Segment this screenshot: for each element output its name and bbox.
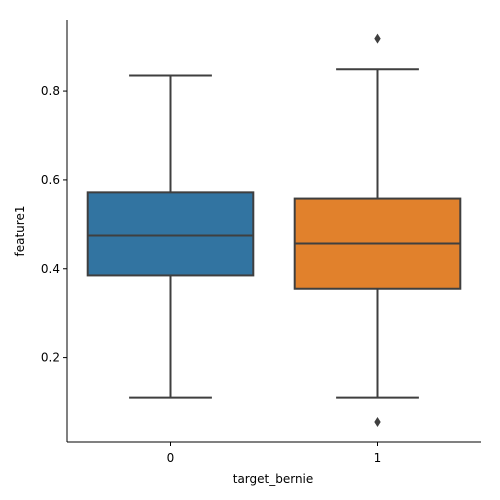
iqr-box xyxy=(86,191,255,277)
outlier-point xyxy=(374,33,381,44)
y-tick-label: 0.4 xyxy=(41,262,60,276)
y-tick-label: 0.6 xyxy=(41,173,60,187)
y-tick-label: 0.2 xyxy=(41,351,60,365)
x-tick-label: 0 xyxy=(167,451,175,465)
outlier-point xyxy=(374,417,381,428)
x-axis-label: target_bernie xyxy=(233,472,314,486)
y-axis-ticks: 0.2 0.4 0.6 0.8 xyxy=(41,84,67,365)
box-group-0 xyxy=(86,74,255,399)
plot-marks xyxy=(86,33,462,428)
y-axis-label: feature1 xyxy=(13,206,27,257)
box-group-1 xyxy=(293,33,462,428)
y-tick-label: 0.8 xyxy=(41,84,60,98)
x-tick-label: 1 xyxy=(374,451,382,465)
